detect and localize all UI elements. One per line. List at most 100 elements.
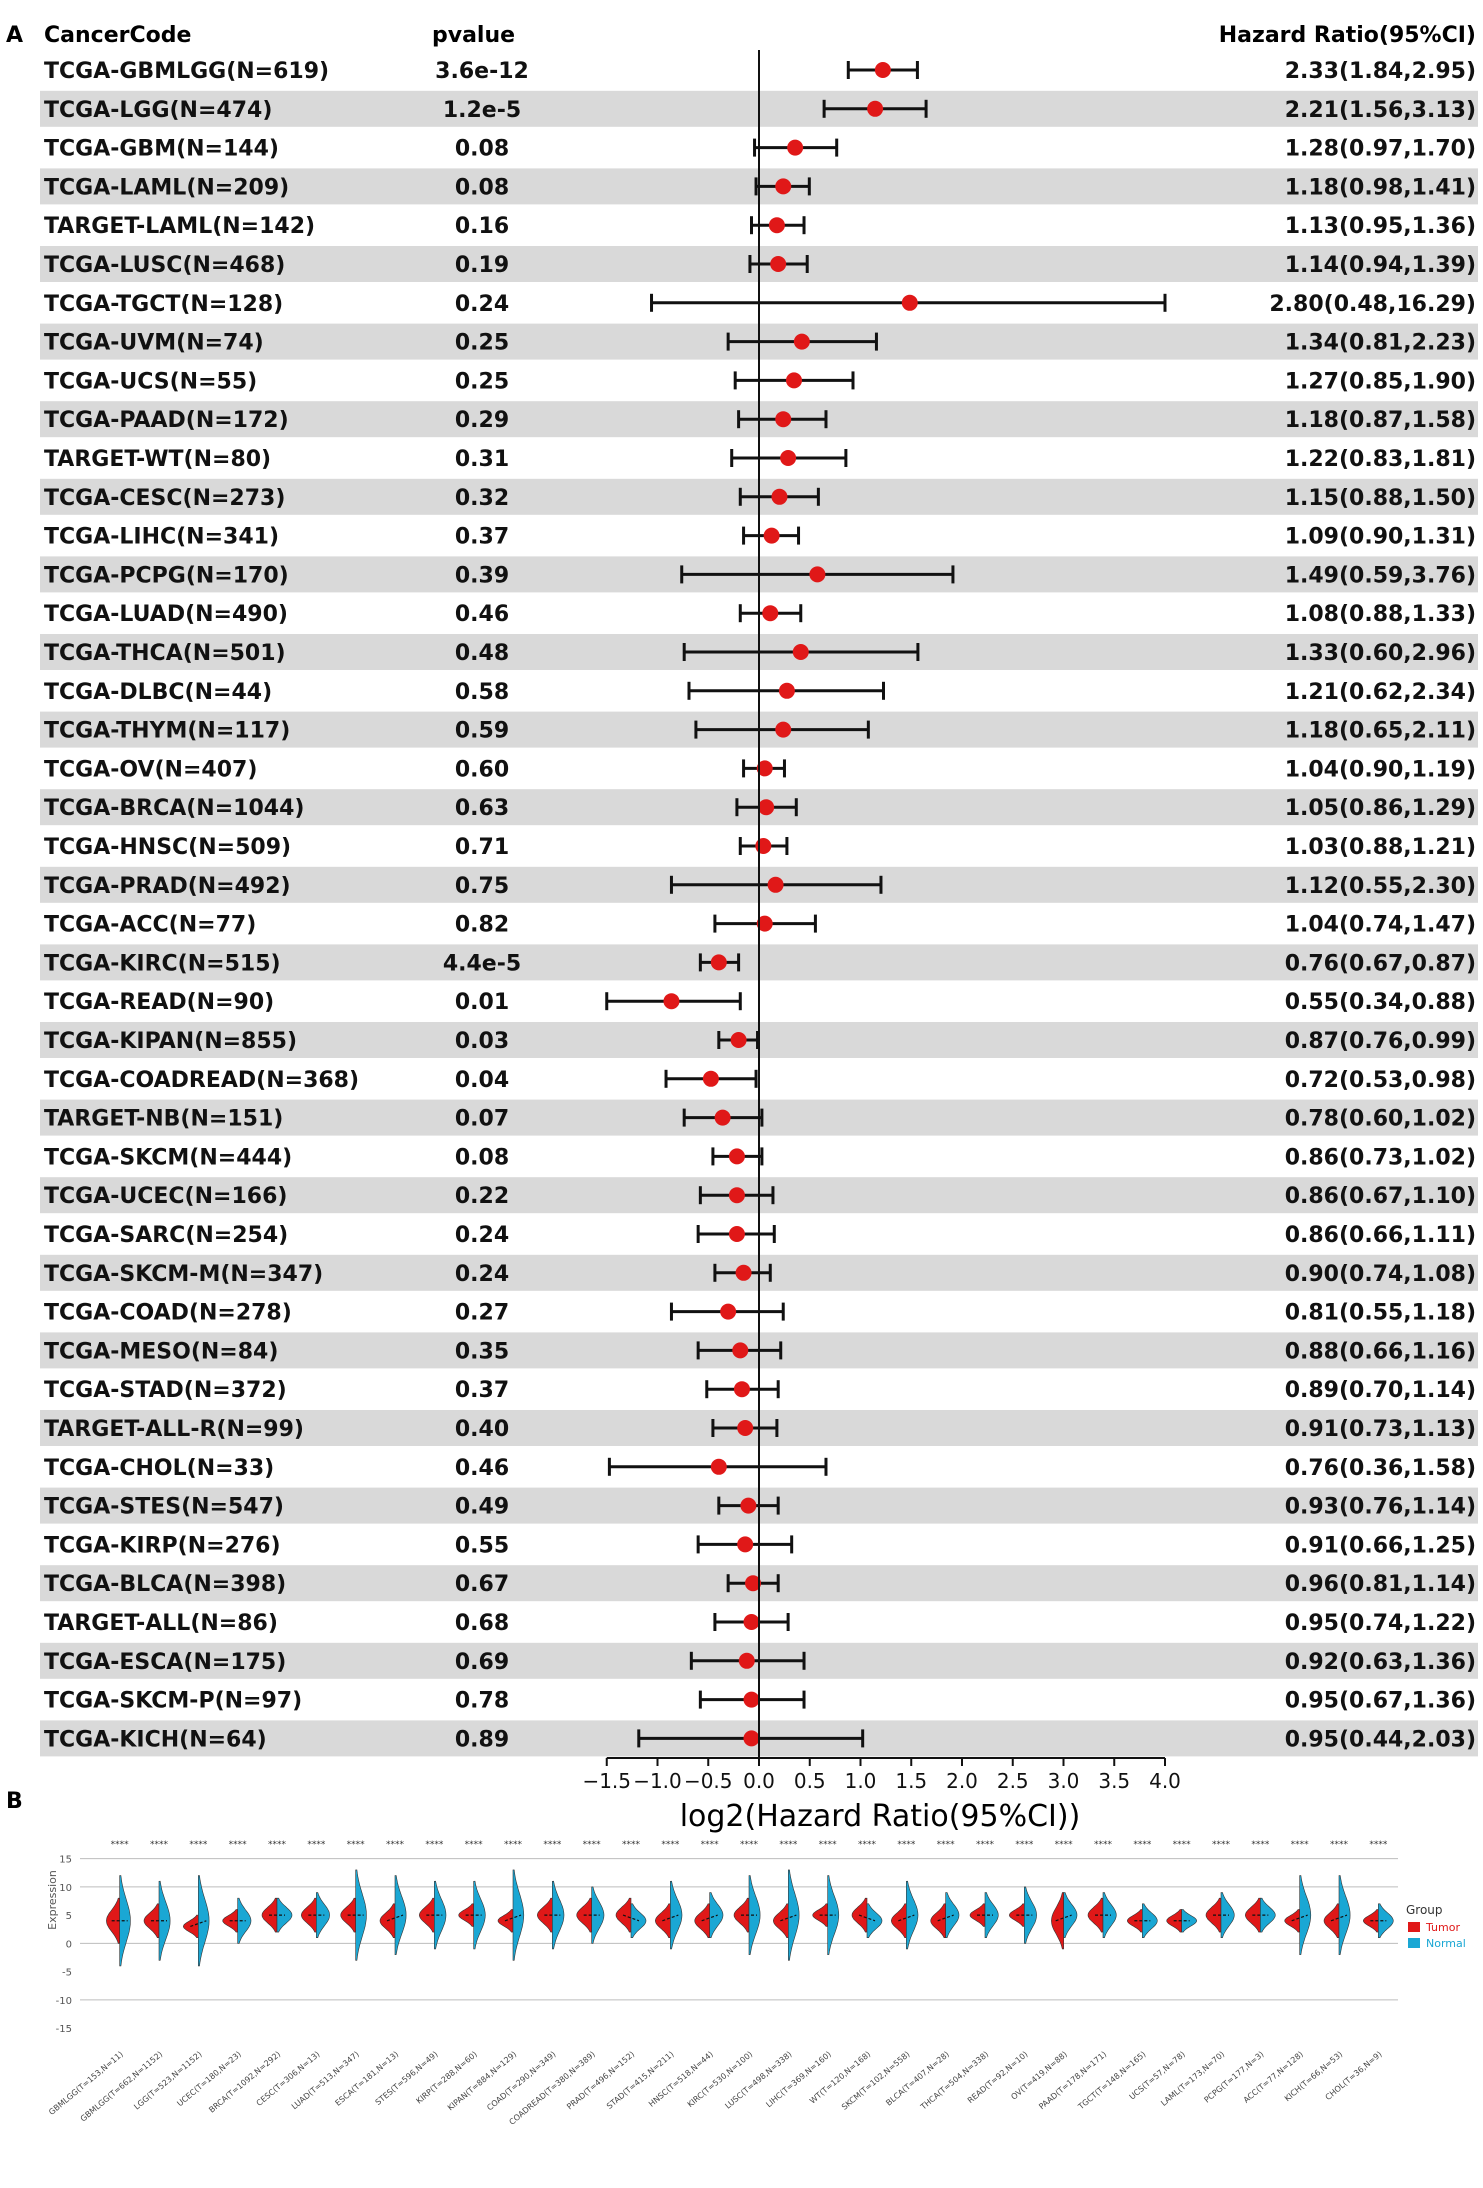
significance-label: ****	[1133, 1840, 1152, 1850]
hazard-ratio-point	[758, 799, 775, 816]
pvalue-label: 0.08	[455, 175, 509, 200]
hazard-ratio-point	[743, 1691, 760, 1708]
x-tick-label: 0.5	[794, 1769, 826, 1793]
cancer-code-label: TCGA-LGG(N=474)	[44, 98, 272, 123]
violin-category-label: LUSC(T=498,N=338)	[723, 2050, 793, 2111]
pvalue-label: 0.08	[455, 1145, 509, 1170]
hazard-ratio-point	[728, 1148, 745, 1165]
x-tick-label: 2.5	[997, 1769, 1029, 1793]
significance-label: ****	[976, 1840, 995, 1850]
hazard-ratio-label: 0.86(0.73,1.02)	[1285, 1145, 1476, 1170]
pvalue-label: 0.31	[455, 447, 509, 472]
hazard-ratio-point	[771, 488, 788, 505]
hazard-ratio-label: 1.04(0.74,1.47)	[1285, 913, 1476, 938]
pvalue-label: 0.78	[455, 1689, 509, 1714]
violin-normal	[788, 1869, 800, 1961]
x-tick-label: 3.5	[1098, 1769, 1130, 1793]
significance-label: ****	[1015, 1840, 1034, 1850]
significance-label: ****	[1212, 1840, 1231, 1850]
violin-normal	[1299, 1875, 1312, 1955]
y-tick-label: 15	[59, 1855, 72, 1866]
hazard-ratio-label: 1.34(0.81,2.23)	[1285, 331, 1476, 356]
hazard-ratio-point	[720, 1303, 737, 1320]
violin-normal	[394, 1875, 407, 1955]
violin-category-label: KIPAN(T=884,N=129)	[446, 2050, 518, 2113]
legend-swatch-normal	[1408, 1938, 1420, 1948]
hazard-ratio-label: 0.95(0.44,2.03)	[1285, 1727, 1476, 1752]
hazard-ratio-point	[740, 1497, 757, 1514]
violin-panel	[80, 1853, 1398, 2045]
pvalue-label: 0.67	[455, 1572, 509, 1597]
pvalue-label: 0.32	[455, 486, 509, 511]
hazard-ratio-label: 0.91(0.73,1.13)	[1285, 1417, 1476, 1442]
pvalue-label: 0.25	[455, 369, 509, 394]
cancer-code-label: TCGA-LUAD(N=490)	[44, 602, 288, 627]
pvalue-label: 0.55	[455, 1533, 509, 1558]
significance-label: ****	[740, 1840, 759, 1850]
hazard-ratio-label: 2.33(1.84,2.95)	[1285, 59, 1476, 84]
pvalue-label: 0.22	[455, 1184, 509, 1209]
pvalue-label: 0.25	[455, 331, 509, 356]
pvalue-label: 0.37	[455, 1378, 509, 1403]
pvalue-label: 0.08	[455, 137, 509, 162]
cancer-code-label: TCGA-ACC(N=77)	[44, 913, 256, 938]
cancer-code-label: TCGA-UCEC(N=166)	[44, 1184, 287, 1209]
violin-median	[937, 1914, 954, 1922]
cancer-code-label: TCGA-MESO(N=84)	[44, 1339, 278, 1364]
violin-normal	[473, 1880, 486, 1950]
hazard-ratio-label: 0.76(0.36,1.58)	[1285, 1456, 1476, 1481]
hazard-ratio-point	[663, 993, 680, 1010]
cancer-code-label: TCGA-LIHC(N=341)	[44, 525, 279, 550]
violin-median	[898, 1914, 915, 1922]
cancer-code-label: TCGA-PRAD(N=492)	[44, 874, 291, 899]
violin-category-label: LUAD(T=513,N=347)	[290, 2050, 361, 2112]
pvalue-label: 0.59	[455, 719, 509, 744]
pvalue-label: 0.04	[455, 1068, 509, 1093]
hazard-ratio-label: 2.21(1.56,3.13)	[1285, 98, 1476, 123]
cancer-code-label: TCGA-SKCM-P(N=97)	[44, 1689, 302, 1714]
violin-category-label: GBMLGG(T=153,N=11)	[47, 2050, 125, 2117]
cancer-code-label: TCGA-KIPAN(N=855)	[44, 1029, 297, 1054]
hazard-ratio-point	[770, 256, 787, 272]
y-tick-label: 5	[66, 1911, 72, 1922]
pvalue-label: 1.2e-5	[443, 98, 521, 123]
hazard-ratio-label: 0.86(0.66,1.11)	[1285, 1223, 1476, 1248]
cancer-code-label: TCGA-PAAD(N=172)	[44, 408, 289, 433]
violin-normal	[198, 1875, 210, 1967]
hazard-ratio-label: 0.90(0.74,1.08)	[1285, 1262, 1476, 1287]
significance-label: ****	[425, 1840, 444, 1850]
hazard-ratio-point	[755, 838, 772, 854]
significance-label: ****	[1330, 1840, 1349, 1850]
hazard-ratio-label: 0.91(0.66,1.25)	[1285, 1533, 1476, 1558]
violin-category-label: PAAD(T=178,N=171)	[1037, 2050, 1108, 2112]
violin-median	[1291, 1914, 1308, 1922]
pvalue-label: 0.68	[455, 1611, 509, 1636]
x-tick-label: 3.0	[1048, 1769, 1080, 1793]
pvalue-label: 0.58	[455, 680, 509, 705]
hazard-ratio-point	[702, 1070, 719, 1087]
significance-label: ****	[1291, 1840, 1310, 1850]
violin-normal	[355, 1869, 367, 1961]
hazard-ratio-label: 0.81(0.55,1.18)	[1285, 1301, 1476, 1326]
violin-normal	[670, 1880, 683, 1950]
cancer-code-label: TARGET-LAML(N=142)	[44, 214, 315, 239]
hazard-ratio-point	[710, 954, 727, 971]
panel-a-label: A	[6, 23, 23, 48]
violin-normal	[237, 1897, 252, 1944]
hazard-ratio-point	[745, 1575, 762, 1592]
y-tick-label: -10	[56, 1996, 72, 2007]
hazard-ratio-label: 1.33(0.60,2.96)	[1285, 641, 1476, 666]
hazard-ratio-label: 1.18(0.87,1.58)	[1285, 408, 1476, 433]
hazard-ratio-label: 2.80(0.48,16.29)	[1269, 292, 1476, 317]
hazard-ratio-label: 0.72(0.53,0.98)	[1285, 1068, 1476, 1093]
hazard-ratio-label: 0.87(0.76,0.99)	[1285, 1029, 1476, 1054]
violin-category-label: GBMLGG(T=662,N=1152)	[79, 2050, 165, 2124]
violin-category-label: LIHC(T=369,N=160)	[764, 2050, 833, 2110]
hazard-ratio-label: 1.49(0.59,3.76)	[1285, 563, 1476, 588]
hazard-ratio-point	[792, 644, 809, 660]
violin-median	[622, 1914, 640, 1922]
significance-label: ****	[1094, 1840, 1113, 1850]
legend-swatch-tumor	[1408, 1922, 1420, 1932]
violin-normal	[434, 1880, 447, 1950]
